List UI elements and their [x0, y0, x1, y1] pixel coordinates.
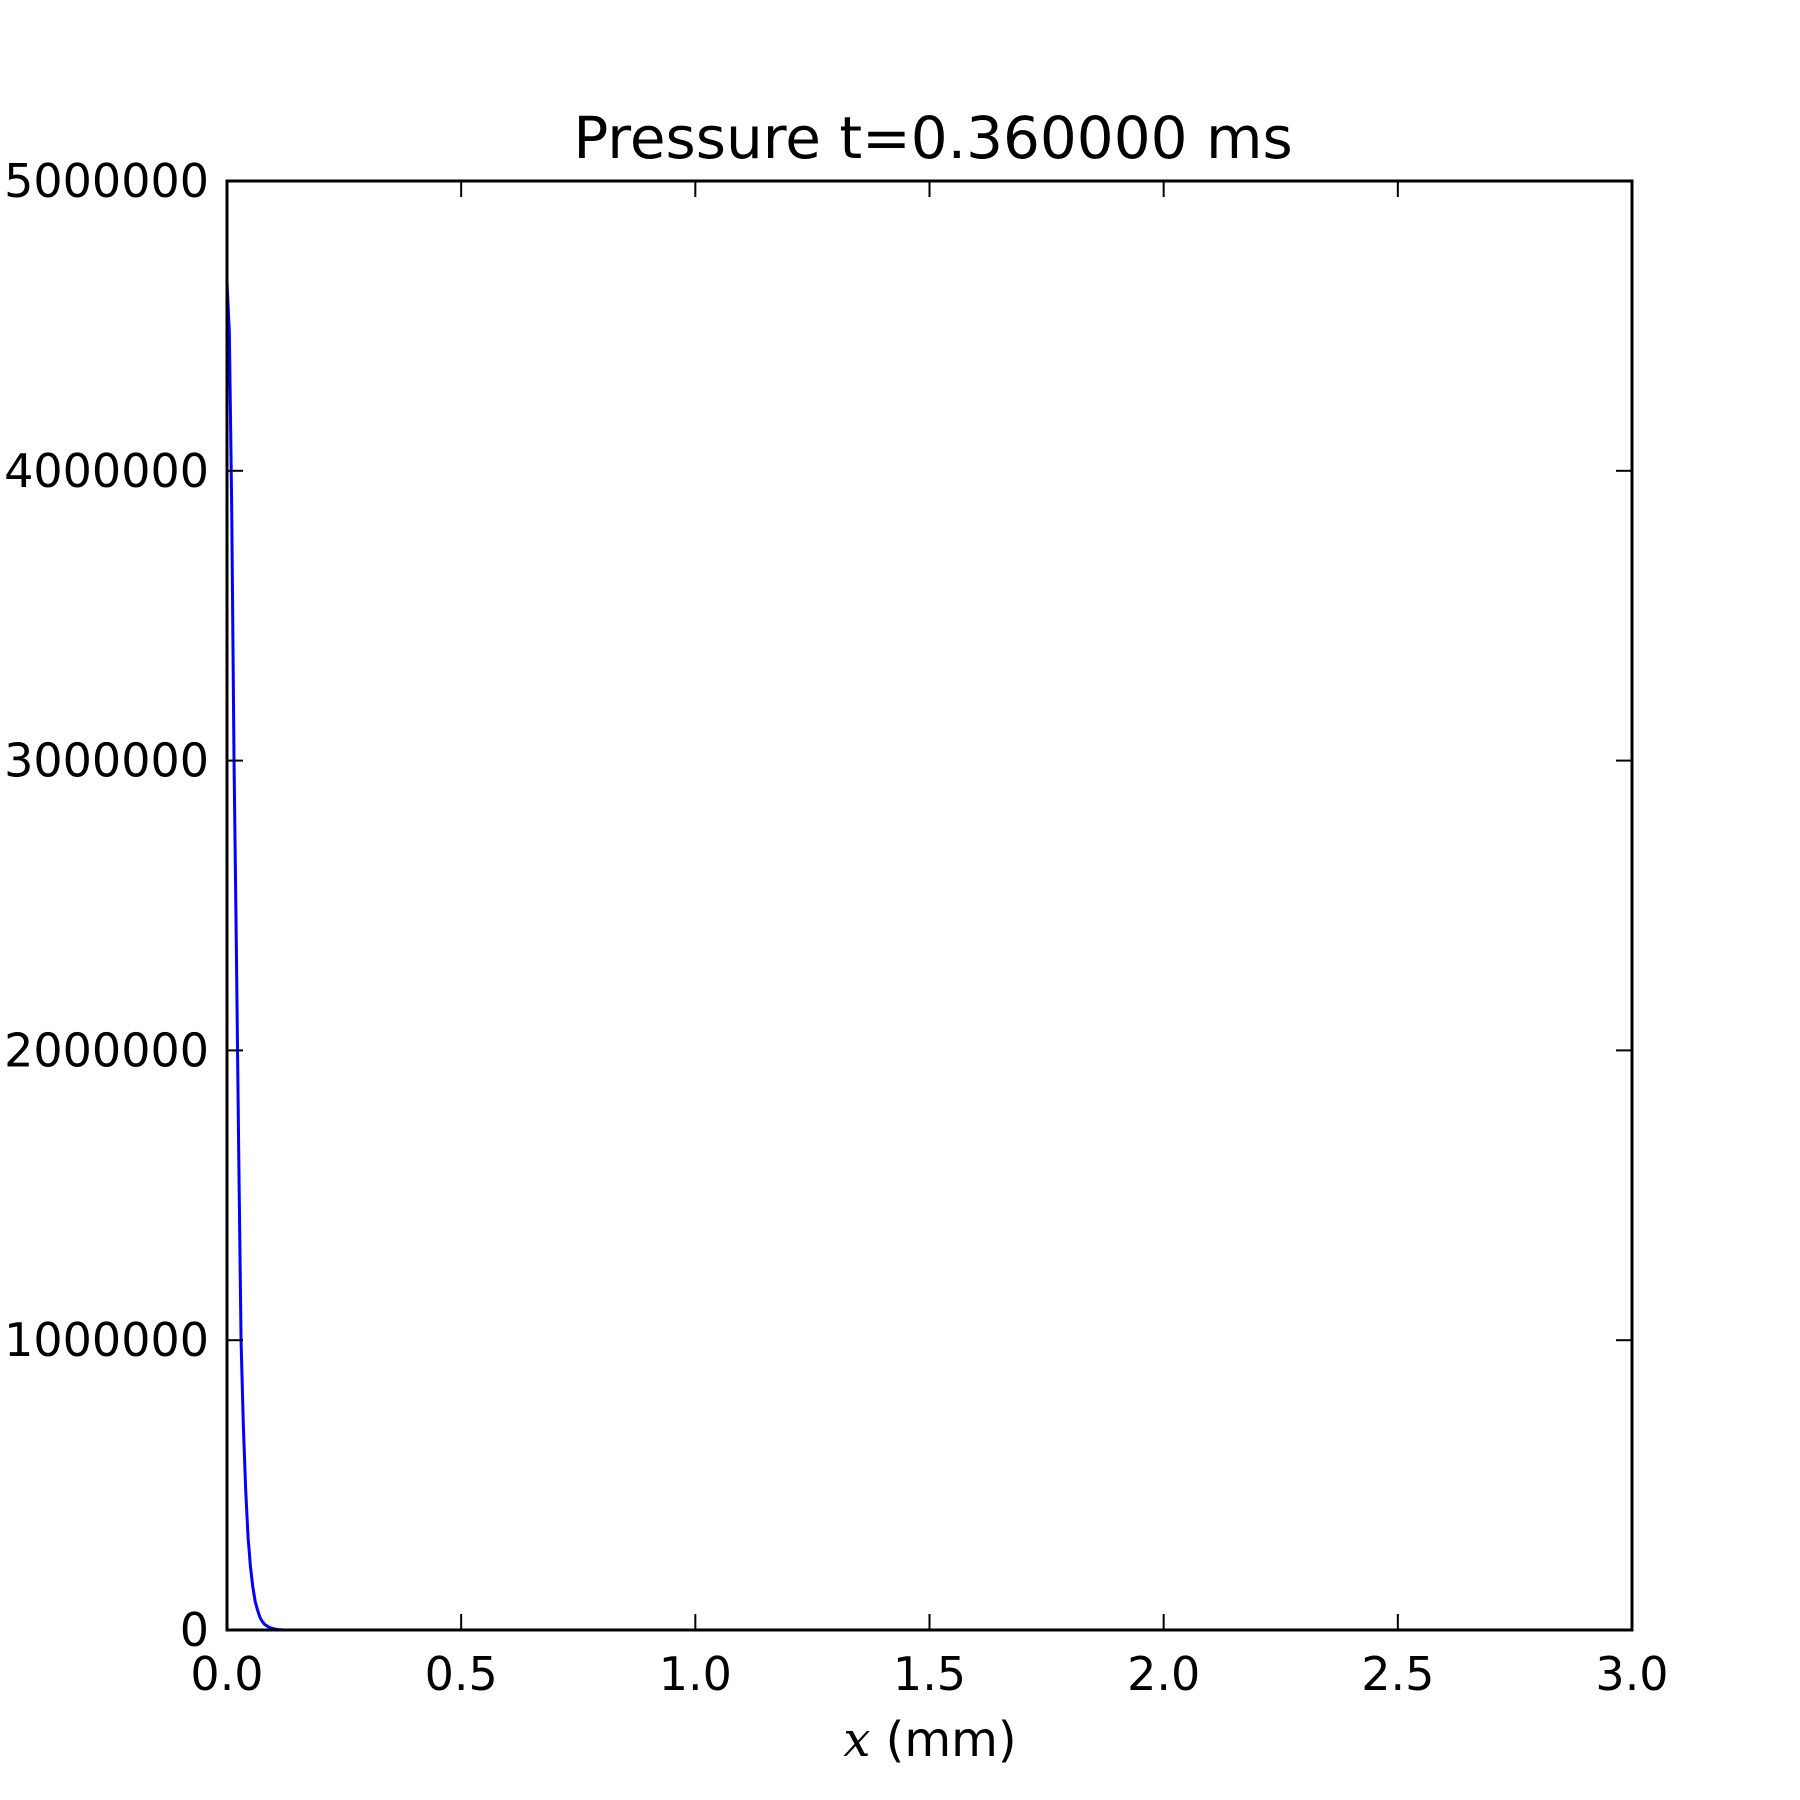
x-tick-label: 0.5 [425, 1647, 498, 1701]
x-tick-label: 2.0 [1127, 1647, 1200, 1701]
x-tick-label: 1.5 [893, 1647, 966, 1701]
x-tick-label: 3.0 [1595, 1647, 1668, 1701]
plot-area [227, 181, 1632, 1630]
x-axis-label-variable: x [843, 1712, 870, 1768]
y-tick-label: 2000000 [4, 1023, 209, 1077]
chart-title: Pressure t=0.360000 ms [573, 104, 1292, 172]
x-axis-label: x (mm) [843, 1712, 1016, 1768]
y-tick-label: 0 [180, 1603, 209, 1657]
x-axis-label-unit: (mm) [870, 1712, 1016, 1768]
y-tick-label: 3000000 [4, 734, 209, 788]
x-tick-label: 1.0 [659, 1647, 732, 1701]
x-tick-label: 0.0 [190, 1647, 263, 1701]
y-tick-label: 5000000 [4, 154, 209, 208]
y-tick-label: 1000000 [4, 1313, 209, 1367]
plot-frame [225, 179, 1634, 1632]
x-tick-label: 2.5 [1361, 1647, 1434, 1701]
ticks-layer: 0.0 0.5 1.0 1.5 2.0 2.5 3.0 0 1000000 2000000 3000… [4, 154, 1668, 1701]
y-tick-label: 4000000 [4, 444, 209, 498]
